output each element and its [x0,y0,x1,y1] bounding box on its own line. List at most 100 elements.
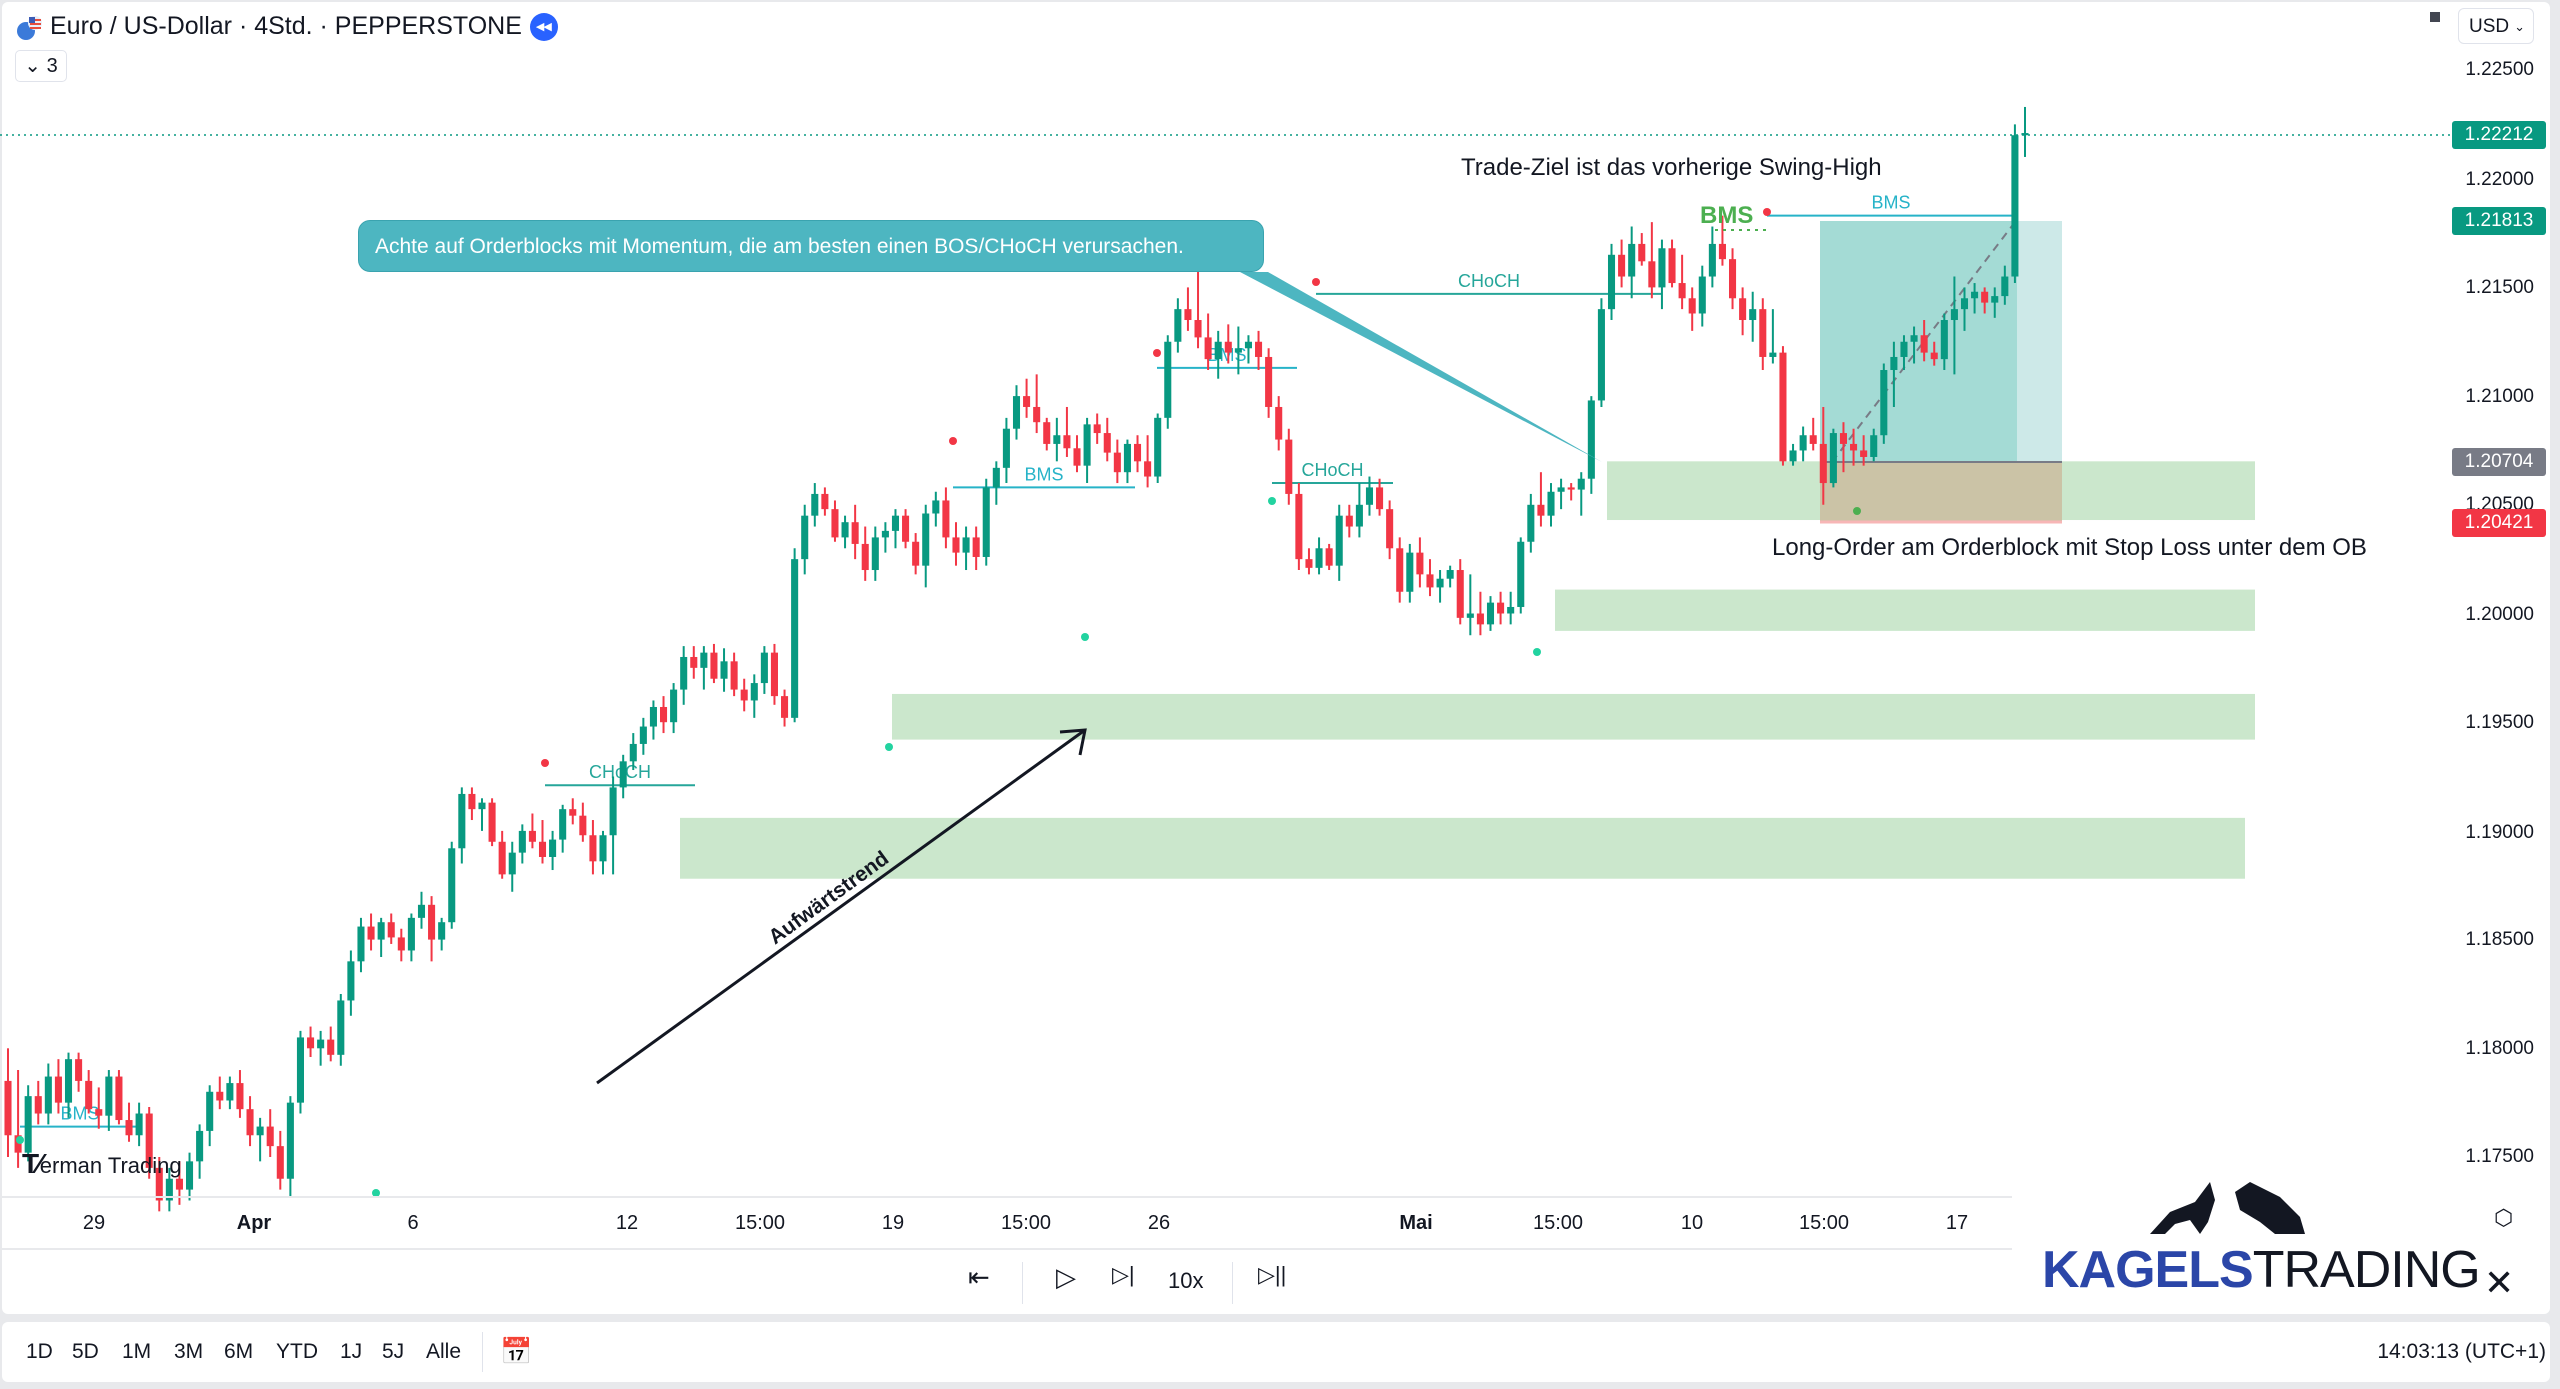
candle [1607,254,1616,310]
currency-value: USD [2469,16,2510,37]
candle [1214,341,1222,360]
candle [1194,320,1202,338]
range-button-ytd[interactable]: YTD [276,1340,318,1363]
candle [1910,335,1918,342]
settings-gear-icon[interactable]: ⬡ [2494,1205,2514,1230]
candle [85,1080,93,1110]
time-tick: 12 [615,1212,639,1234]
candle [125,1120,133,1136]
range-button-1j[interactable]: 1J [340,1340,363,1363]
candle [922,513,930,566]
candle [1446,570,1454,579]
candle [871,537,879,571]
annotation-callout[interactable]: Achte auf Orderblocks mit Momentum, die … [358,220,1264,272]
time-axis[interactable]: 29 Apr 6 12 15:00 19 15:00 26 Mai 15:00 10 15:00 17 [2,1196,2012,1250]
range-button-alle[interactable]: Alle [426,1340,462,1363]
candle [609,787,617,836]
order-block-zone[interactable] [1555,589,2255,631]
divider [482,1332,483,1372]
candle [1103,433,1111,453]
close-replay-icon[interactable]: ✕ [2484,1262,2515,1303]
candle [760,652,768,684]
candle [1305,559,1313,568]
candle [1981,291,1989,303]
goto-date-icon[interactable]: 📅 [500,1336,533,1366]
candle [1960,298,1969,310]
candle [982,487,990,557]
candle [1406,552,1414,592]
candle [1991,296,1999,303]
range-button-3m[interactable]: 3M [174,1340,204,1363]
replay-speed-button[interactable]: 10x [1168,1268,1204,1293]
candle [902,515,910,542]
candle [1718,243,1726,260]
candle [932,500,940,514]
replay-back-button[interactable]: ⇤ [968,1262,990,1292]
candle [1900,341,1908,357]
watermark: T⁄erman Trading [22,1148,182,1180]
replay-mode-icon[interactable]: ◂◂ [530,13,558,41]
replay-jump-to-realtime-button[interactable]: ▷|| [1258,1262,1287,1287]
candle [1053,435,1061,444]
candle [670,689,678,723]
candle [690,656,698,668]
replay-step-button[interactable]: ▷| [1112,1262,1135,1287]
candle [2021,133,2029,136]
candle [337,1000,345,1055]
range-button-5j[interactable]: 5J [382,1340,405,1363]
candle [488,802,496,842]
candle [1335,515,1343,566]
candle [1950,309,1958,321]
symbol-title[interactable]: Euro / US-Dollar · 4Std. · PEPPERSTONE [50,12,522,40]
candle [196,1130,204,1162]
structure-label: BMS [1871,193,1910,213]
candle [1517,541,1525,607]
replay-play-button[interactable]: ▷ [1056,1262,1076,1292]
price-tick: 1.22500 [2465,59,2534,80]
square-marker-icon [2430,12,2440,22]
range-button-5d[interactable]: 5D [72,1340,99,1363]
candle [276,1146,284,1179]
candle [1648,261,1656,288]
long-position-tool[interactable] [1820,221,2062,524]
candle [34,1096,42,1114]
currency-select[interactable]: USD ⌄ [2458,8,2534,44]
divider [1022,1262,1023,1304]
candle [14,1135,22,1153]
candle [891,515,900,531]
candle [1063,435,1071,449]
range-button-1d[interactable]: 1D [26,1340,53,1363]
candle [175,1178,183,1190]
price-tag: 1.22212 [2452,121,2546,149]
candle [1658,248,1666,288]
candle [549,839,557,857]
target-note[interactable]: Trade-Ziel ist das vorherige Swing-High [1461,154,1882,181]
candle [1133,443,1142,462]
candle [1113,452,1121,473]
candle [1547,491,1555,516]
range-button-6m[interactable]: 6M [224,1340,254,1363]
indicator-toggle[interactable]: ⌄ 3 [15,50,67,82]
range-button-1m[interactable]: 1M [122,1340,152,1363]
timezone-clock[interactable]: 14:03:13 (UTC+1) [2377,1340,2546,1363]
order-block-zone[interactable] [892,693,2255,740]
candle [115,1076,123,1121]
time-tick: 29 [82,1212,106,1234]
candle [1345,515,1353,527]
candle [1880,370,1888,436]
candle [1577,478,1585,490]
time-tick: 15:00 [1000,1212,1052,1234]
candle [1638,243,1646,262]
candle [1557,487,1565,492]
candle [1486,602,1495,625]
candle [821,493,829,510]
time-tick: 17 [1945,1212,1969,1234]
entry-note[interactable]: Long-Order am Orderblock mit Stop Loss u… [1772,534,2367,561]
candle [861,543,869,571]
divider [1232,1262,1233,1304]
candle [44,1076,52,1114]
time-tick: 19 [881,1212,905,1234]
order-block-zone[interactable] [680,817,2245,879]
candle [1819,443,1827,484]
